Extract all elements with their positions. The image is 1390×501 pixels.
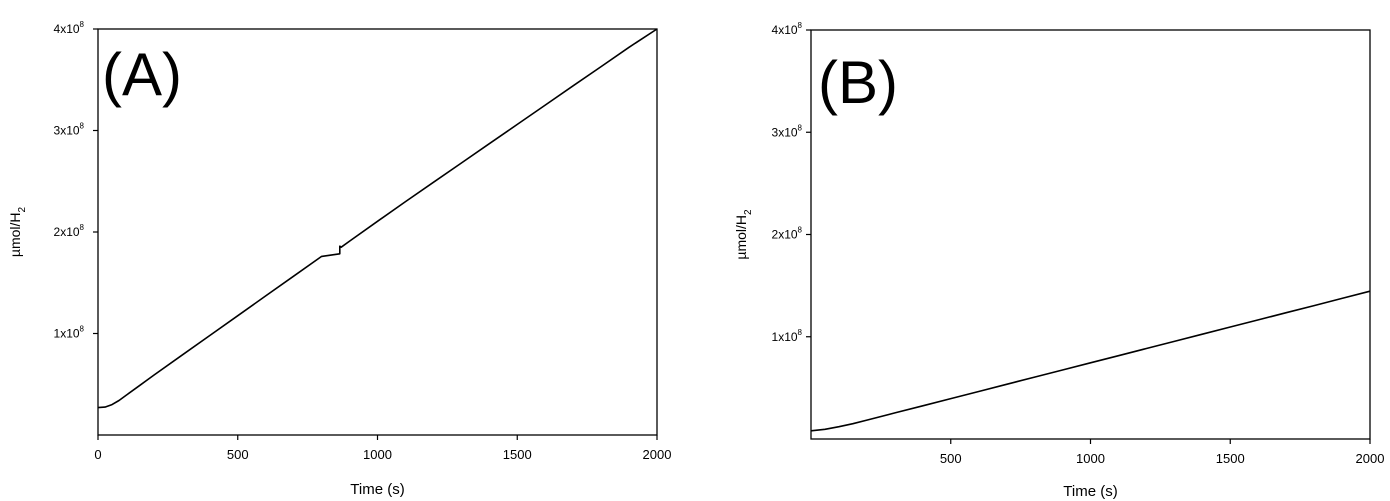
y-tick-base: 3x10: [54, 124, 80, 138]
y-tick-exponent: 8: [798, 123, 803, 132]
x-tick-label: 2000: [1356, 451, 1385, 466]
y-axis-title-subscript: 2: [743, 209, 754, 215]
y-tick-exponent: 8: [80, 122, 85, 131]
y-tick-base: 1x10: [54, 327, 80, 341]
y-axis-title-main: µmol/H: [7, 212, 23, 257]
y-tick-label: 2x108: [54, 223, 85, 239]
y-tick-exponent: 8: [798, 226, 803, 235]
x-tick-label: 1000: [1076, 451, 1105, 466]
x-axis-title: Time (s): [350, 481, 404, 498]
x-tick-label: 500: [940, 451, 962, 466]
x-tick-label: 1500: [503, 447, 532, 462]
y-tick-exponent: 8: [80, 325, 85, 334]
y-tick-label: 3x108: [54, 122, 85, 138]
y-tick-exponent: 8: [80, 223, 85, 232]
y-tick-label: 2x108: [772, 226, 803, 242]
x-tick-label: 500: [227, 447, 249, 462]
y-tick-base: 3x10: [772, 125, 798, 139]
x-tick-label: 1000: [363, 447, 392, 462]
y-tick-label: 4x108: [772, 21, 803, 37]
y-tick-base: 1x10: [772, 330, 798, 344]
y-tick-label: 3x108: [772, 123, 803, 139]
series-line: [97, 28, 658, 409]
chart-panel-b: 500 1000 1500 20001x1082x1083x1084x108Time …: [733, 21, 1384, 500]
x-tick-label: 0: [94, 447, 101, 462]
y-tick-label: 4x108: [54, 20, 85, 36]
x-axis-title: Time (s): [1063, 483, 1117, 500]
y-axis-title-main: µmol/H: [733, 215, 749, 260]
y-tick-base: 4x10: [772, 23, 798, 37]
y-tick-label: 1x108: [54, 325, 85, 341]
y-tick-label: 1x108: [772, 328, 803, 344]
y-tick-base: 4x10: [54, 22, 80, 36]
y-tick-exponent: 8: [798, 21, 803, 30]
x-tick-label: 1500: [1216, 451, 1245, 466]
y-axis-title-subscript: 2: [17, 206, 28, 212]
y-tick-exponent: 8: [798, 328, 803, 337]
panel-label: (B): [818, 49, 898, 116]
y-tick-base: 2x10: [54, 225, 80, 239]
x-tick-label: 2000: [643, 447, 672, 462]
y-tick-exponent: 8: [80, 20, 85, 29]
chart-panel-a: 0 500 1000 1500 20001x1082x1083x1084x108Time…: [7, 20, 671, 498]
y-axis-title: µmol/H2: [733, 209, 754, 260]
panel-label: (A): [102, 41, 182, 108]
y-tick-base: 2x10: [772, 228, 798, 242]
y-axis-title: µmol/H2: [7, 206, 28, 257]
series-line: [810, 290, 1371, 432]
